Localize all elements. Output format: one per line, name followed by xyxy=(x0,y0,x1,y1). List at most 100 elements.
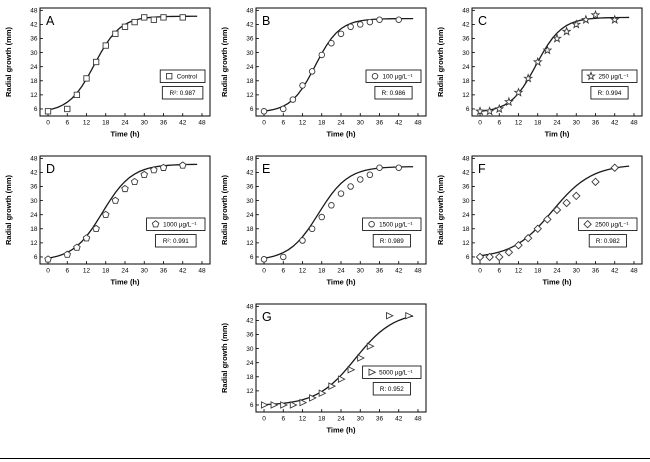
y-tick-label: 42 xyxy=(246,318,254,325)
r-value-box xyxy=(372,234,411,248)
y-tick-label: 42 xyxy=(30,170,38,177)
panel-G: 6 12 18 24 30 36 42 48 0 6 12 18 24 30 36 42 48 Time (h) R… xyxy=(218,298,432,444)
y-tick-label: 12 xyxy=(462,92,470,99)
data-point-marker xyxy=(376,164,383,171)
data-point-marker xyxy=(475,252,485,262)
panel-D: 6 12 18 24 30 36 42 48 0 6 12 18 24 30 36 42 48 Time (h) R… xyxy=(2,150,216,296)
data-point-marker xyxy=(514,240,523,250)
data-point-marker xyxy=(523,233,533,243)
plot-box xyxy=(39,155,211,265)
r-value-label: R: 0.952 xyxy=(380,386,404,393)
data-point-marker xyxy=(368,368,377,377)
data-point-marker xyxy=(82,234,91,242)
data-point-marker xyxy=(356,176,364,183)
y-tick-label: 36 xyxy=(246,36,254,43)
data-point-marker xyxy=(308,225,316,233)
r-value-label: R: 0.982 xyxy=(596,238,620,245)
data-point-marker xyxy=(337,190,345,197)
data-point-marker xyxy=(532,56,543,67)
x-tick-label: 36 xyxy=(592,268,600,275)
y-axis-label: Radial growth (mm) xyxy=(4,27,13,98)
data-point-marker xyxy=(299,398,308,407)
data-point-marker xyxy=(552,33,562,43)
data-point-marker xyxy=(561,26,572,36)
data-point-marker xyxy=(160,14,167,21)
x-tick-label: 0 xyxy=(262,268,266,275)
panel-E: 6 12 18 24 30 36 42 48 0 6 12 18 24 30 36 42 48 Time (h) R… xyxy=(218,150,432,296)
x-axis-label: Time (h) xyxy=(110,130,140,139)
y-tick-label: 30 xyxy=(246,50,254,57)
legend: 2500 µg/L⁻¹ R: 0.982 xyxy=(578,217,638,248)
panel-D-chart: 6 12 18 24 30 36 42 48 0 6 12 18 24 30 36 42 48 Time (h) R… xyxy=(4,155,211,287)
panel-letter: A xyxy=(46,14,55,28)
data-points xyxy=(260,16,402,115)
x-tick-label: 0 xyxy=(478,120,482,127)
x-axis-label: Time (h) xyxy=(326,130,356,139)
x-tick-label: 12 xyxy=(299,120,307,127)
data-point-marker xyxy=(523,73,534,83)
data-point-marker xyxy=(299,82,306,89)
data-point-marker xyxy=(484,106,495,116)
data-point-marker xyxy=(366,171,374,179)
data-point-marker xyxy=(111,196,120,204)
r-value-label: R: 0.994 xyxy=(598,90,622,97)
fit-curve xyxy=(263,17,414,112)
x-tick-label: 24 xyxy=(553,120,561,127)
data-point-marker xyxy=(121,23,129,30)
x-axis-label: Time (h) xyxy=(542,278,572,287)
y-tick-label: 12 xyxy=(30,240,38,247)
legend-box xyxy=(362,217,422,231)
data-point-marker xyxy=(318,213,326,221)
x-tick-label: 12 xyxy=(83,120,91,127)
plot-box xyxy=(471,7,643,117)
x-tick-label: 0 xyxy=(478,268,482,275)
data-point-marker xyxy=(504,248,514,257)
panel-G-chart: 6 12 18 24 30 36 42 48 0 6 12 18 24 30 36 42 48 Time (h) R… xyxy=(220,303,427,435)
data-point-marker xyxy=(101,210,110,218)
y-axis: 6 12 18 24 30 36 42 48 xyxy=(30,156,43,261)
x-tick-label: 0 xyxy=(46,120,50,127)
legend: 250 µg/L⁻¹ R: 0.994 xyxy=(581,69,638,100)
x-tick-label: 36 xyxy=(160,268,168,275)
y-tick-label: 6 xyxy=(466,106,470,113)
x-tick-label: 12 xyxy=(299,268,307,275)
y-tick-label: 18 xyxy=(462,78,470,85)
panel-A-chart: 6 12 18 24 30 36 42 48 0 6 12 18 24 30 36 42 48 Time (h) R… xyxy=(4,7,211,139)
data-point-marker xyxy=(494,103,505,114)
x-tick-label: 30 xyxy=(357,120,365,127)
data-point-marker xyxy=(503,96,514,107)
x-tick-label: 0 xyxy=(262,416,266,423)
legend-label: 2500 µg/L⁻¹ xyxy=(595,222,629,229)
y-tick-label: 48 xyxy=(30,8,38,15)
x-tick-label: 30 xyxy=(573,268,581,275)
r-value-box xyxy=(161,86,204,100)
data-point-marker xyxy=(356,21,364,28)
x-tick-label: 6 xyxy=(65,268,69,275)
data-point-marker xyxy=(395,16,402,23)
data-point-marker xyxy=(371,72,379,80)
x-tick-label: 18 xyxy=(318,416,326,423)
data-point-marker xyxy=(159,163,168,171)
y-tick-label: 18 xyxy=(246,78,254,85)
y-tick-label: 48 xyxy=(462,8,470,15)
y-tick-label: 24 xyxy=(246,212,254,219)
data-point-marker xyxy=(102,42,109,49)
x-tick-label: 42 xyxy=(395,416,403,423)
x-tick-label: 12 xyxy=(515,120,523,127)
data-point-marker xyxy=(92,58,100,66)
y-tick-label: 48 xyxy=(246,304,254,311)
data-point-marker xyxy=(386,311,394,320)
data-point-marker xyxy=(63,250,72,258)
x-axis-label: Time (h) xyxy=(326,426,356,435)
y-axis: 6 12 18 24 30 36 42 48 xyxy=(462,8,475,113)
panel-letter: D xyxy=(46,162,55,176)
x-tick-label: 6 xyxy=(281,416,285,423)
data-point-marker xyxy=(280,105,287,113)
data-point-marker xyxy=(368,220,375,228)
legend-box xyxy=(581,69,638,83)
y-tick-label: 6 xyxy=(250,106,254,113)
data-point-marker xyxy=(92,224,100,232)
y-tick-label: 18 xyxy=(246,374,254,381)
x-axis: 0 6 12 18 24 30 36 42 48 xyxy=(478,261,638,275)
x-axis-label: Time (h) xyxy=(326,278,356,287)
